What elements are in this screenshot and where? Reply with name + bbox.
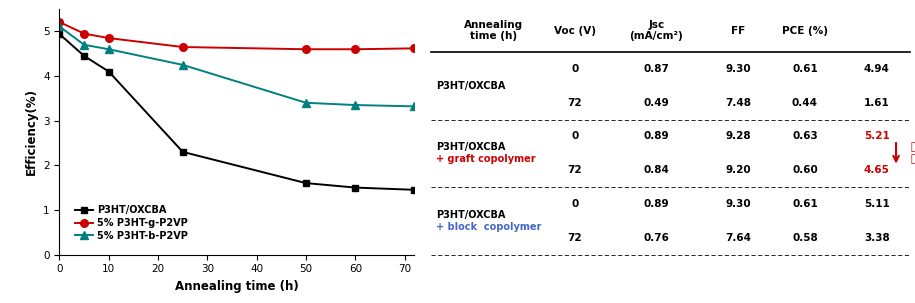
Text: 5.11: 5.11	[864, 199, 889, 209]
5% P3HT-b-P2VP	[103, 48, 114, 51]
P3HT/OXCBA	[409, 188, 420, 191]
Text: 0.89: 0.89	[643, 132, 669, 142]
Text: 9.30: 9.30	[725, 64, 750, 74]
Text: 0.44: 0.44	[792, 98, 818, 108]
Text: 3.38: 3.38	[864, 233, 889, 243]
Text: 0: 0	[571, 132, 578, 142]
Text: 7.64: 7.64	[725, 233, 751, 243]
X-axis label: Annealing time (h): Annealing time (h)	[175, 280, 299, 293]
Text: PCE (%): PCE (%)	[782, 25, 828, 35]
P3HT/OXCBA	[54, 32, 65, 36]
Text: 0: 0	[571, 199, 578, 209]
Text: P3HT/OXCBA: P3HT/OXCBA	[436, 142, 505, 152]
Text: 0.87: 0.87	[643, 64, 670, 74]
Text: 5.21: 5.21	[864, 132, 889, 142]
Text: 0.58: 0.58	[792, 233, 818, 243]
5% P3HT-g-P2VP	[79, 32, 90, 35]
Text: Annealing
time (h): Annealing time (h)	[464, 20, 523, 42]
Text: 0: 0	[571, 64, 578, 74]
Text: 0.61: 0.61	[792, 199, 818, 209]
Line: P3HT/OXCBA: P3HT/OXCBA	[57, 31, 417, 193]
Text: 9.30: 9.30	[725, 199, 750, 209]
Text: 4.65: 4.65	[864, 165, 889, 175]
5% P3HT-b-P2VP	[79, 43, 90, 47]
Text: 0.84: 0.84	[643, 165, 670, 175]
P3HT/OXCBA	[300, 181, 311, 185]
5% P3HT-b-P2VP	[300, 101, 311, 105]
Text: 7.48: 7.48	[725, 98, 751, 108]
Text: P3HT/OXCBA: P3HT/OXCBA	[436, 81, 505, 91]
Y-axis label: Efficiency(%): Efficiency(%)	[25, 88, 38, 175]
P3HT/OXCBA	[350, 186, 361, 189]
Text: 72: 72	[567, 98, 582, 108]
5% P3HT-g-P2VP	[300, 48, 311, 51]
Text: 9.20: 9.20	[725, 165, 750, 175]
Text: Jsc
(mA/cm²): Jsc (mA/cm²)	[630, 20, 684, 42]
Text: 효율
유지: 효율 유지	[910, 142, 915, 164]
Text: 72: 72	[567, 233, 582, 243]
Text: 1.61: 1.61	[864, 98, 889, 108]
Text: FF: FF	[731, 25, 745, 35]
Text: P3HT/OXCBA: P3HT/OXCBA	[436, 210, 505, 220]
Text: 4.94: 4.94	[864, 64, 889, 74]
5% P3HT-g-P2VP	[103, 36, 114, 40]
Text: 0.89: 0.89	[643, 199, 669, 209]
5% P3HT-g-P2VP	[178, 45, 188, 49]
Text: + block  copolymer: + block copolymer	[436, 222, 542, 232]
Text: 0.60: 0.60	[792, 165, 818, 175]
5% P3HT-b-P2VP	[178, 63, 188, 67]
5% P3HT-b-P2VP	[409, 105, 420, 108]
Text: 0.63: 0.63	[792, 132, 818, 142]
Text: + graft copolymer: + graft copolymer	[436, 155, 535, 165]
Text: 0.49: 0.49	[643, 98, 669, 108]
Legend: P3HT/OXCBA, 5% P3HT-g-P2VP, 5% P3HT-b-P2VP: P3HT/OXCBA, 5% P3HT-g-P2VP, 5% P3HT-b-P2…	[71, 201, 191, 245]
Text: 72: 72	[567, 165, 582, 175]
5% P3HT-g-P2VP	[409, 47, 420, 50]
Text: 0.61: 0.61	[792, 64, 818, 74]
5% P3HT-g-P2VP	[54, 20, 65, 24]
5% P3HT-b-P2VP	[54, 25, 65, 28]
Text: Voc (V): Voc (V)	[554, 25, 596, 35]
Line: 5% P3HT-b-P2VP: 5% P3HT-b-P2VP	[56, 23, 418, 110]
Text: 9.28: 9.28	[725, 132, 750, 142]
Line: 5% P3HT-g-P2VP: 5% P3HT-g-P2VP	[56, 18, 418, 53]
5% P3HT-b-P2VP	[350, 103, 361, 107]
P3HT/OXCBA	[103, 70, 114, 73]
5% P3HT-g-P2VP	[350, 48, 361, 51]
P3HT/OXCBA	[79, 54, 90, 58]
Text: 0.76: 0.76	[643, 233, 670, 243]
P3HT/OXCBA	[178, 150, 188, 154]
